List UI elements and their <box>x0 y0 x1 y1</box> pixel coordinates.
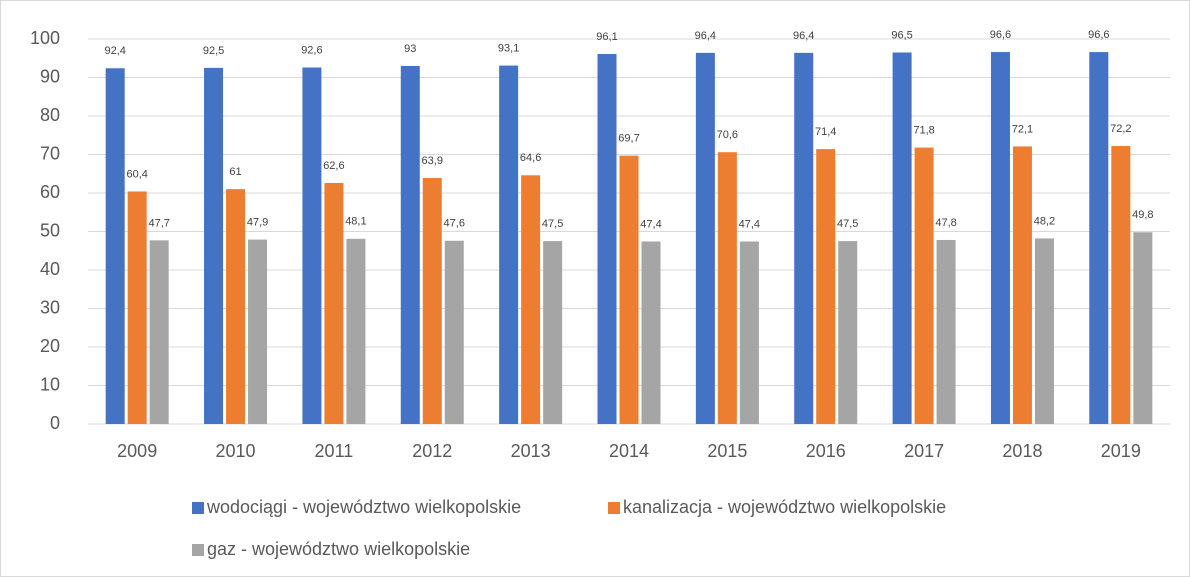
bar <box>324 182 344 424</box>
bar <box>739 241 759 424</box>
y-tick-label: 50 <box>40 220 60 240</box>
value-label: 47,8 <box>935 217 956 229</box>
x-tick-label: 2010 <box>216 441 256 461</box>
bar <box>204 67 224 424</box>
y-tick-label: 100 <box>30 28 60 48</box>
value-label: 96,6 <box>1088 29 1109 41</box>
value-label: 47,4 <box>640 218 661 230</box>
x-tick-label: 2011 <box>315 441 354 461</box>
legend-label: kanalizacja - województwo wielkopolskie <box>623 497 946 517</box>
y-tick-label: 90 <box>40 66 60 86</box>
y-tick-label: 20 <box>40 336 60 356</box>
value-label: 47,5 <box>837 218 858 230</box>
bar <box>990 52 1010 425</box>
value-label: 71,8 <box>913 124 934 136</box>
value-label: 69,7 <box>618 133 639 145</box>
bar <box>1111 146 1131 424</box>
bar <box>619 155 639 424</box>
value-label: 61 <box>229 166 241 178</box>
bar <box>695 52 715 425</box>
value-label: 62,6 <box>323 160 344 172</box>
y-tick-label: 0 <box>50 413 60 433</box>
y-tick-label: 80 <box>40 105 60 125</box>
x-tick-label: 2013 <box>511 441 551 461</box>
x-tick-label: 2018 <box>1002 441 1042 461</box>
bar <box>1034 238 1054 424</box>
bar <box>794 52 814 425</box>
legend-swatch <box>608 502 620 514</box>
bar <box>838 241 858 424</box>
y-tick-label: 30 <box>40 297 60 317</box>
value-label: 92,5 <box>203 45 224 57</box>
value-label: 47,5 <box>542 218 563 230</box>
bar <box>105 68 125 424</box>
bar <box>422 177 442 424</box>
value-label: 93,1 <box>498 42 519 54</box>
value-label: 47,7 <box>148 217 169 229</box>
value-label: 47,4 <box>739 218 760 230</box>
value-label: 72,1 <box>1012 123 1033 135</box>
legend-swatch <box>192 502 204 514</box>
value-label: 96,4 <box>695 30 716 42</box>
value-label: 71,4 <box>815 126 836 138</box>
bar <box>543 241 563 424</box>
legend-swatch <box>192 544 204 556</box>
value-label: 48,1 <box>345 216 366 228</box>
x-tick-label: 2017 <box>904 441 944 461</box>
bar <box>1012 146 1032 425</box>
value-label: 47,6 <box>444 218 465 230</box>
bar <box>597 54 617 424</box>
x-tick-label: 2019 <box>1101 441 1141 461</box>
x-tick-label: 2016 <box>806 441 846 461</box>
value-label: 64,6 <box>520 152 541 164</box>
value-label: 96,5 <box>891 29 912 41</box>
bar <box>226 189 246 424</box>
bar <box>346 238 366 424</box>
legend-label: wodociągi - województwo wielkopolskie <box>206 497 521 517</box>
bar <box>302 67 322 425</box>
value-label: 49,8 <box>1132 209 1153 221</box>
y-tick-label: 40 <box>40 259 60 279</box>
bar <box>641 241 661 424</box>
bar <box>816 149 836 425</box>
value-label: 48,2 <box>1034 215 1055 227</box>
value-label: 92,6 <box>301 44 322 56</box>
y-tick-label: 70 <box>40 143 60 163</box>
x-tick-label: 2012 <box>412 441 452 461</box>
x-tick-label: 2015 <box>707 441 747 461</box>
value-label: 70,6 <box>717 129 738 141</box>
bar <box>1133 232 1153 424</box>
bar <box>149 240 169 424</box>
bar <box>717 152 737 424</box>
value-label: 96,6 <box>990 29 1011 41</box>
y-tick-label: 10 <box>40 374 60 394</box>
bar <box>914 147 934 424</box>
value-label: 92,4 <box>104 45 125 57</box>
value-label: 47,9 <box>247 216 268 228</box>
bar <box>248 239 268 424</box>
bar <box>936 239 956 424</box>
value-label: 72,2 <box>1110 123 1131 135</box>
value-label: 96,1 <box>596 31 617 43</box>
bar <box>444 240 464 424</box>
value-label: 63,9 <box>422 155 443 167</box>
legend-label: gaz - województwo wielkopolskie <box>207 539 470 559</box>
value-label: 93 <box>404 43 416 55</box>
bar <box>1089 52 1109 425</box>
bar <box>521 175 541 424</box>
x-tick-label: 2009 <box>117 441 157 461</box>
bar <box>400 65 420 424</box>
bar <box>499 65 519 424</box>
value-label: 96,4 <box>793 30 814 42</box>
bar <box>892 52 912 424</box>
value-label: 60,4 <box>126 168 147 180</box>
x-tick-label: 2014 <box>609 441 649 461</box>
bar <box>127 191 147 424</box>
y-tick-label: 60 <box>40 182 60 202</box>
